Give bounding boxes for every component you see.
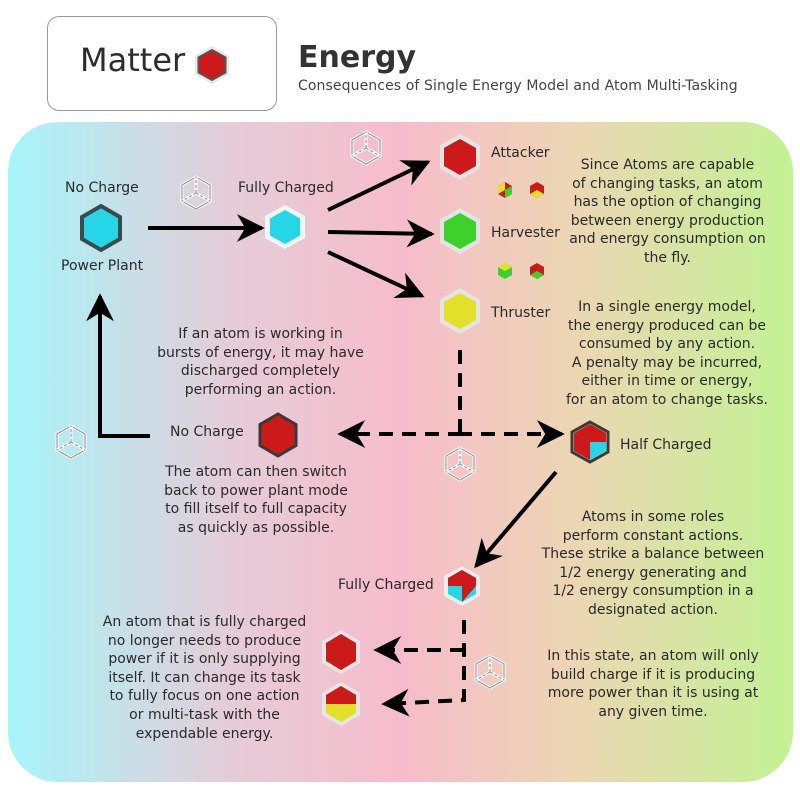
- note-line: no longer needs to produce: [107, 632, 302, 649]
- arrow-to-attacker: [327, 160, 431, 212]
- arrow-to-thruster: [327, 250, 425, 298]
- arrow-to-multi-task: [381, 620, 466, 717]
- note-line: Atoms in some roles: [581, 509, 725, 525]
- note-line: A penalty may be incurred,: [571, 354, 763, 371]
- thruster-label: Thruster: [491, 305, 551, 321]
- note-line: or multi-task with the: [129, 706, 280, 723]
- mini-hex-icon: [498, 263, 512, 279]
- mini-hex-icon: [498, 182, 512, 198]
- note-line: to fully focus on one action: [109, 688, 300, 705]
- note-line: the fly.: [644, 249, 691, 266]
- note-line: 1/2 energy consumption in a: [552, 583, 754, 600]
- note-line: Since Atoms are capable: [580, 157, 755, 173]
- note-line: and energy consumption on: [569, 231, 766, 248]
- note-switch-back: The atom can then switch back to power p…: [136, 463, 376, 537]
- single-action-hex-icon: [322, 630, 360, 674]
- note-line: discharged completely: [180, 363, 341, 380]
- note-build-charge: In this state, an atom will only build c…: [533, 647, 773, 721]
- note-line: power if it is only supplying: [108, 651, 301, 668]
- fully-charged-top-label: Fully Charged: [238, 180, 334, 196]
- mini-hex-icon: [530, 182, 544, 198]
- note-single-energy: In a single energy model, the energy pro…: [557, 298, 777, 410]
- thruster-hex-icon: [440, 288, 480, 334]
- note-bursts: If an atom is working in bursts of energ…: [148, 325, 373, 399]
- note-line: any given time.: [598, 703, 708, 720]
- note-line: An atom that is fully charged: [102, 614, 307, 630]
- note-line: to fill itself to full capacity: [165, 501, 347, 518]
- note-line: In a single energy model,: [578, 299, 756, 315]
- note-line: bursts of energy, it may have: [157, 344, 364, 361]
- note-line: between energy production: [570, 212, 765, 229]
- no-charge-top-label: No Charge: [65, 180, 139, 196]
- fully-charged-bottom-hex-icon: [444, 566, 480, 606]
- note-line: of changing tasks, an atom: [572, 175, 763, 192]
- matter-badge: Matter: [47, 16, 277, 111]
- note-line: itself. It can change its task: [108, 669, 301, 686]
- cube-icon: [180, 175, 212, 211]
- note-line: more power than it is using at: [547, 685, 759, 702]
- attacker-hex-icon: [440, 134, 480, 180]
- no-charge-mid-label: No Charge: [170, 424, 244, 440]
- cube-icon: [444, 446, 476, 482]
- note-line: back to power plant mode: [164, 482, 348, 499]
- note-constant-actions: Atoms in some roles perform constant act…: [528, 508, 778, 620]
- arrow-to-fully-charged-bottom: [474, 470, 558, 569]
- note-line: 1/2 energy generating and: [559, 564, 747, 581]
- note-line: either in time or energy,: [581, 373, 753, 390]
- note-changing-tasks: Since Atoms are capable of changing task…: [560, 156, 775, 268]
- note-line: as quickly as possible.: [177, 519, 335, 536]
- half-charged-label: Half Charged: [620, 437, 712, 453]
- note-line: the energy produced can be: [567, 317, 767, 334]
- attacker-label: Attacker: [491, 145, 550, 161]
- note-fully-charged: An atom that is fully charged no longer …: [92, 613, 317, 743]
- note-line: If an atom is working in: [178, 326, 343, 342]
- note-line: has the option of changing: [573, 194, 762, 211]
- page-title: Energy: [298, 40, 417, 75]
- note-line: designated action.: [587, 601, 718, 618]
- arrow-to-harvester: [327, 219, 435, 248]
- note-line: The atom can then switch: [165, 464, 347, 480]
- cube-icon: [55, 424, 87, 460]
- power-plant-hex-icon: [80, 203, 122, 253]
- multi-task-hex-icon: [322, 682, 360, 726]
- no-charge-hex-icon: [258, 412, 298, 458]
- matter-hex-icon: [195, 46, 229, 84]
- mini-hex-icon: [530, 263, 544, 279]
- page-subtitle: Consequences of Single Energy Model and …: [298, 78, 738, 94]
- note-line: These strike a balance between: [541, 546, 765, 563]
- note-line: build charge if it is producing: [550, 666, 756, 683]
- harvester-hex-icon: [440, 208, 480, 254]
- cube-icon: [350, 130, 382, 166]
- arrow-to-power-plant: [86, 293, 150, 438]
- fully-charged-bottom-label: Fully Charged: [338, 577, 434, 593]
- note-line: consumed by any action.: [578, 336, 756, 353]
- half-charged-hex-icon: [570, 420, 610, 464]
- harvester-label: Harvester: [491, 225, 560, 241]
- power-plant-label: Power Plant: [61, 258, 144, 274]
- fully-charged-hex-icon: [265, 205, 305, 249]
- note-line: for an atom to change tasks.: [565, 391, 768, 408]
- badge-label: Matter: [80, 41, 186, 79]
- note-line: expendable energy.: [135, 725, 274, 742]
- cube-icon: [474, 654, 506, 690]
- note-line: perform constant actions.: [562, 527, 744, 544]
- note-line: performing an action.: [184, 381, 337, 398]
- note-line: In this state, an atom will only: [547, 648, 759, 664]
- flow-arrows: [86, 160, 565, 717]
